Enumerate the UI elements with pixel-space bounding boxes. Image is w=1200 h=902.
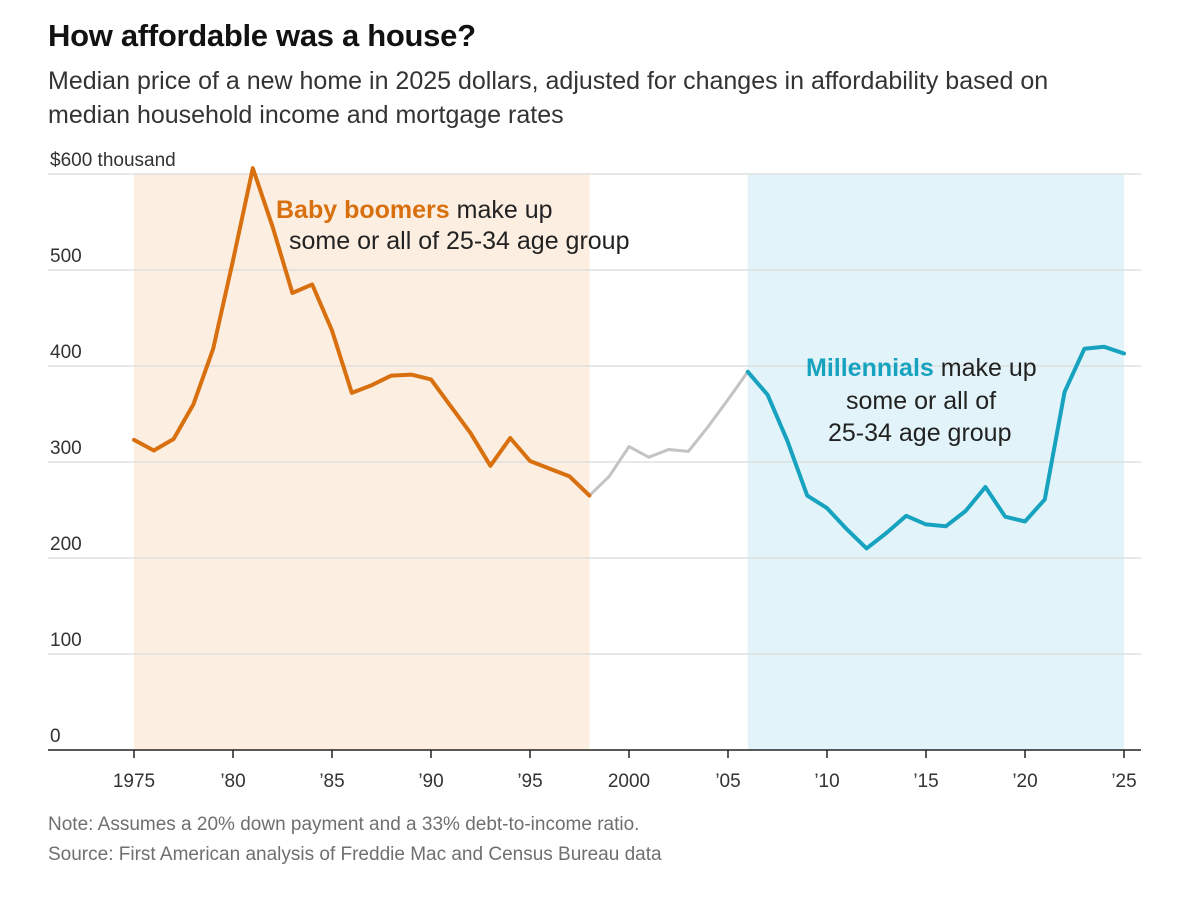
- millennials-annotation-line3: 25-34 age group: [828, 419, 1011, 447]
- boomers-annotation-line1: Baby boomers make up: [276, 196, 553, 224]
- millennials-highlight: Millennials: [806, 354, 934, 382]
- x-tick-label: ’95: [517, 771, 542, 792]
- boomers-highlight: Baby boomers: [276, 196, 450, 224]
- y-tick-label: $600 thousand: [50, 150, 176, 171]
- boomers-annotation-line2: some or all of 25-34 age group: [289, 227, 630, 255]
- chart-subtitle: Median price of a new home in 2025 dolla…: [48, 67, 1049, 129]
- y-axis-ticks: 0 100 200 300 400 500 $600 thousand: [50, 150, 176, 747]
- chart-note: Note: Assumes a 20% down payment and a 3…: [48, 814, 640, 835]
- millennials-annotation-line1: Millennials make up: [806, 354, 1037, 382]
- gap-line: [587, 370, 750, 498]
- y-tick-label: 0: [50, 726, 61, 747]
- boomers-line: [132, 166, 592, 498]
- chart-title: How affordable was a house?: [48, 18, 476, 53]
- y-tick-label: 500: [50, 246, 82, 267]
- millennials-line: [745, 344, 1126, 551]
- millennials-annotation-line2: some or all of: [846, 387, 996, 415]
- x-tick-label: ’15: [913, 771, 938, 792]
- x-tick-label: ’85: [319, 771, 344, 792]
- x-tick-label: ’80: [220, 771, 245, 792]
- chart-area: 0 100 200 300 400 500 $600 thousand 1975 ’80 ’85…: [48, 150, 1141, 792]
- y-tick-label: 100: [50, 630, 82, 651]
- millennials-annotation-rest: make up: [934, 354, 1037, 382]
- x-tick-label: ’20: [1012, 771, 1037, 792]
- x-tick-label: ’90: [418, 771, 443, 792]
- x-tick-label: ’25: [1111, 771, 1136, 792]
- y-tick-label: 400: [50, 342, 82, 363]
- x-axis: 1975 ’80 ’85 ’90 ’95 2000 ’05 ’10 ’15 ’20 ’25: [48, 749, 1141, 792]
- gridlines: [48, 173, 1141, 655]
- x-tick-label: ’10: [814, 771, 839, 792]
- chart-source: Source: First American analysis of Fredd…: [48, 844, 662, 865]
- series-lines: [132, 166, 1126, 551]
- y-tick-label: 300: [50, 438, 82, 459]
- x-tick-label: 1975: [113, 771, 155, 792]
- x-tick-label: 2000: [608, 771, 650, 792]
- y-tick-label: 200: [50, 534, 82, 555]
- x-tick-label: ’05: [715, 771, 740, 792]
- boomers-annotation-rest: make up: [450, 196, 553, 224]
